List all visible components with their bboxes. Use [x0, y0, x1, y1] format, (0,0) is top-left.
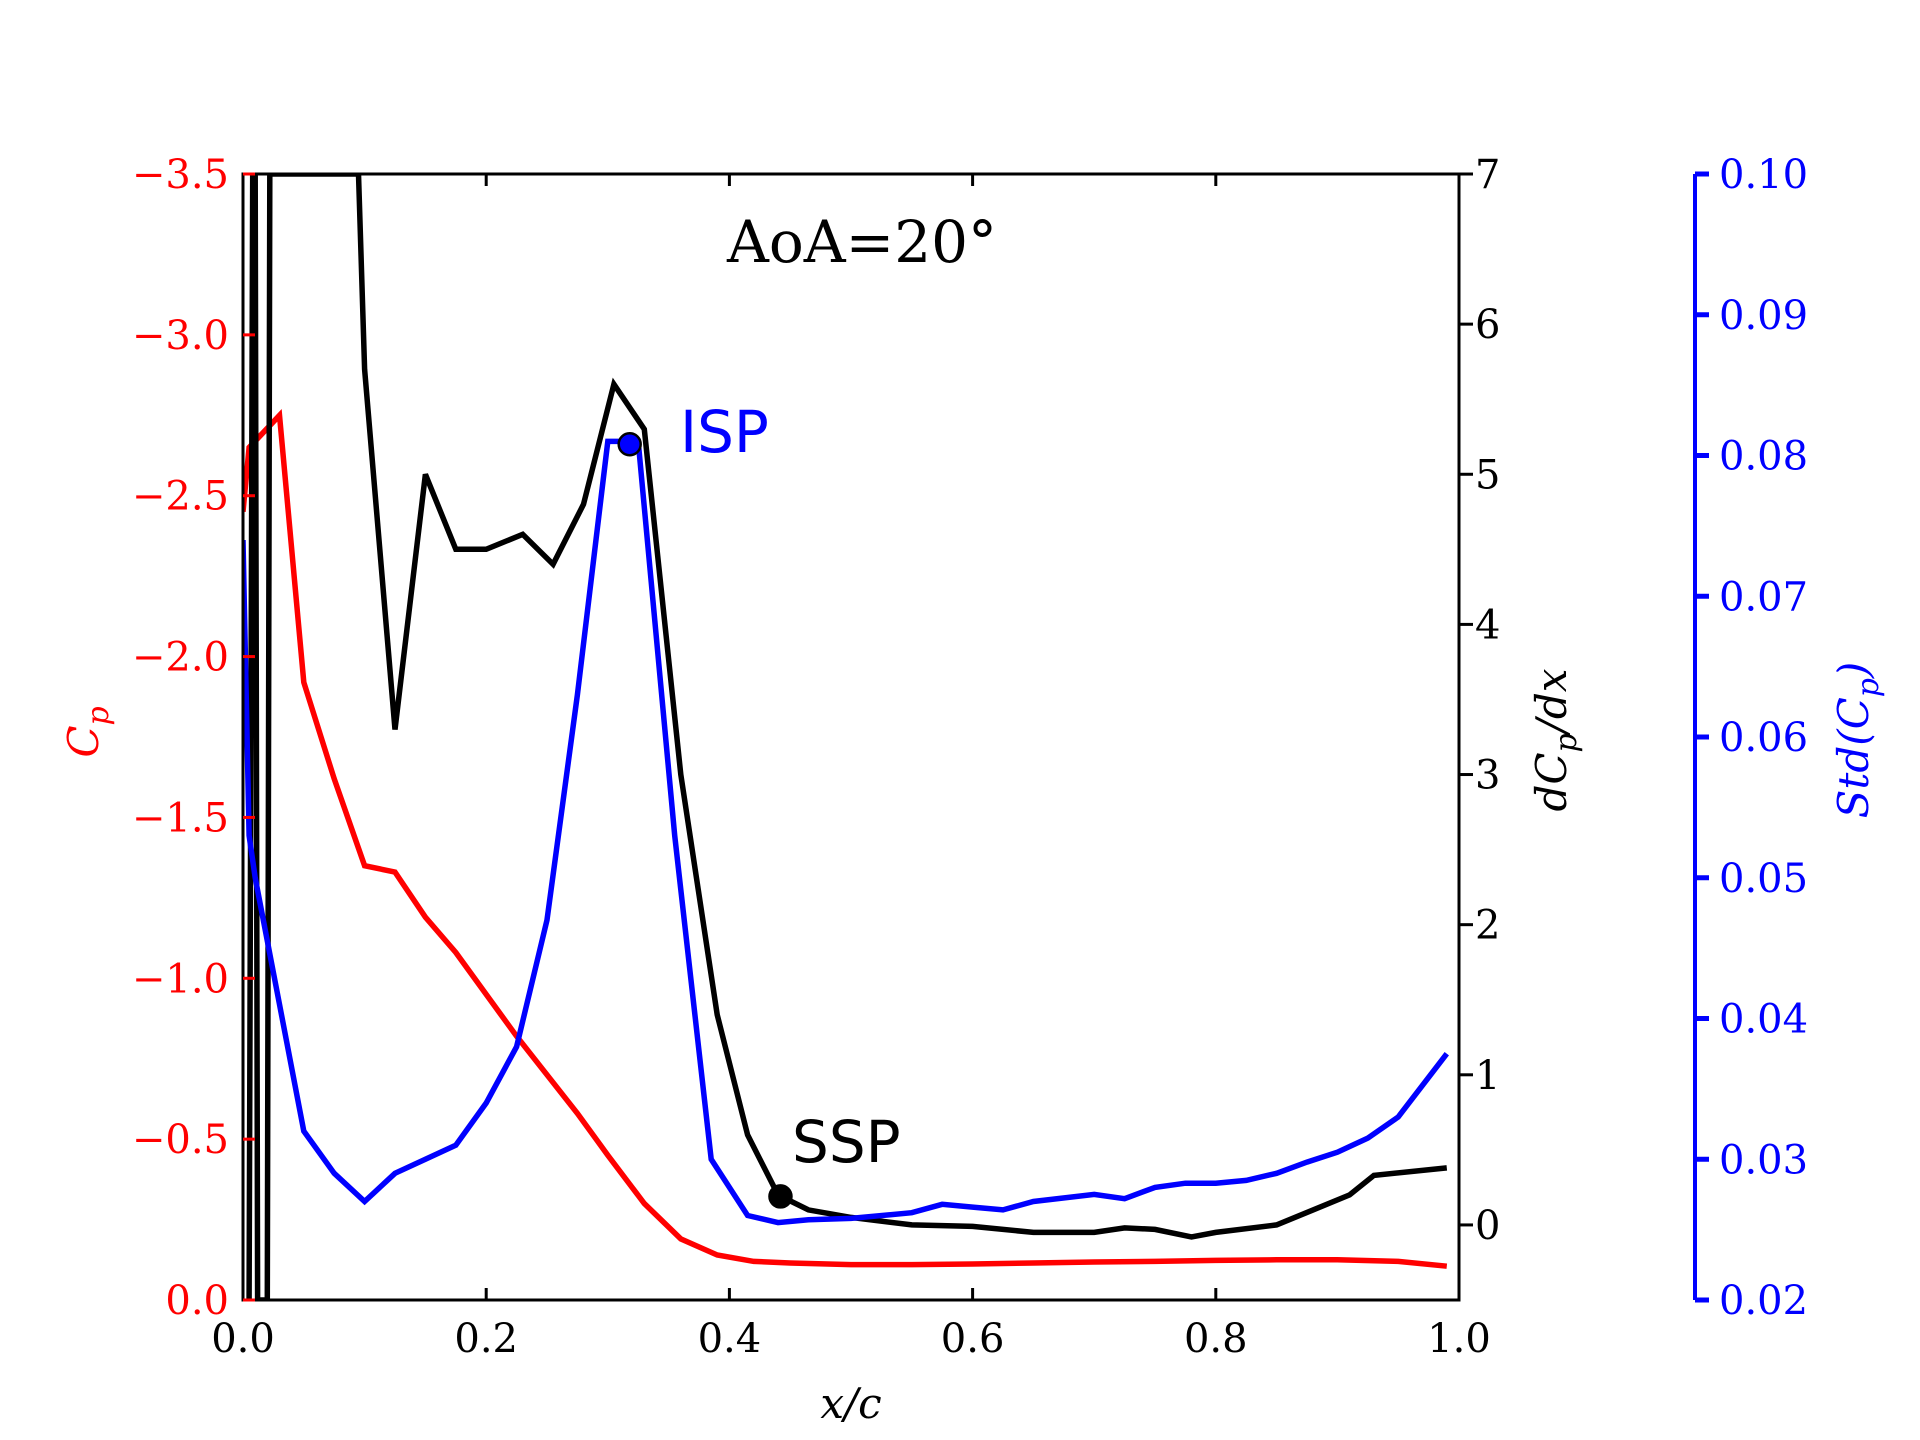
right2-tick-label: 0.07 — [1719, 574, 1808, 620]
right1-tick-label: 2 — [1475, 903, 1500, 949]
x-axis-title: x/c — [820, 1379, 881, 1428]
marker-ssp — [768, 1184, 793, 1209]
right1-tick-label: 4 — [1475, 602, 1500, 648]
right2-tick-label: 0.03 — [1719, 1137, 1808, 1183]
right1-tick-label: 1 — [1475, 1053, 1500, 1099]
x-tick-label: 0.0 — [211, 1316, 275, 1362]
left-tick-label: −1.5 — [132, 795, 229, 841]
x-tick-label: 1.0 — [1427, 1316, 1491, 1362]
left-tick-label: 0.0 — [165, 1278, 229, 1324]
right2-tick-label: 0.10 — [1719, 152, 1808, 198]
marker-isp — [617, 431, 642, 457]
left-tick-label: −3.0 — [132, 313, 229, 359]
left-tick-label: −1.0 — [132, 956, 229, 1002]
left-tick-label: −2.5 — [132, 474, 229, 520]
series-line-dcp-dx — [246, 174, 1448, 1300]
right2-tick-label: 0.08 — [1719, 434, 1808, 480]
series-line-std-cp — [243, 438, 1449, 1226]
aoa-annotation: AoA=20° — [726, 208, 997, 276]
x-tick-label: 0.2 — [454, 1316, 518, 1362]
x-tick-label: 0.6 — [941, 1316, 1005, 1362]
right1-tick-label: 0 — [1475, 1203, 1500, 1249]
plot-frame — [241, 172, 1461, 1302]
right1-tick-label: 3 — [1475, 753, 1500, 799]
right2-tick-label: 0.06 — [1719, 715, 1808, 761]
ssp-annotation: SSP — [792, 1108, 901, 1176]
left-y-axis: −3.5 −3.0 −2.5 −2.0 −1.5 −1.0 −0.5 0.0 — [132, 152, 255, 1324]
series-line-cp — [243, 408, 1448, 1269]
right1-tick-label: 7 — [1475, 152, 1500, 198]
x-tick-label: 0.4 — [698, 1316, 762, 1362]
right-y-axis-dcpdx: 7 6 5 4 3 2 1 0 — [1459, 152, 1500, 1249]
right1-tick-label: 6 — [1475, 302, 1500, 348]
x-tick-label: 0.8 — [1184, 1316, 1248, 1362]
right2-tick-label: 0.02 — [1719, 1278, 1808, 1324]
right-y-axis-std: 0.10 0.09 0.08 0.07 0.06 0.05 0.04 0.03 0.02 — [1693, 152, 1808, 1324]
isp-annotation: ISP — [680, 398, 769, 466]
right2-tick-label: 0.05 — [1719, 856, 1808, 902]
right1-tick-label: 5 — [1475, 452, 1500, 498]
marker-layer — [617, 431, 793, 1209]
series-layer — [243, 174, 1449, 1300]
left-tick-label: −0.5 — [132, 1117, 229, 1163]
right2-tick-label: 0.04 — [1719, 997, 1808, 1043]
left-tick-label: −2.0 — [132, 635, 229, 681]
x-axis: 0.0 0.2 0.4 0.6 0.8 1.0 — [211, 174, 1491, 1362]
right1-axis-title: dCp/dx — [1527, 668, 1584, 811]
right2-tick-label: 0.09 — [1719, 293, 1808, 339]
left-tick-label: −3.5 — [132, 152, 229, 198]
